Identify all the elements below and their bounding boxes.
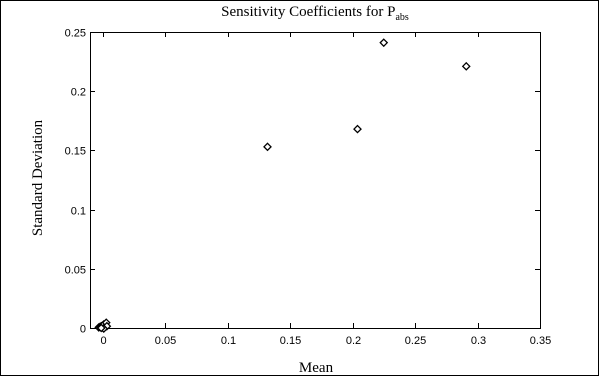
data-point (96, 323, 106, 333)
data-point (263, 142, 272, 152)
x-tick-label: 0.2 (346, 335, 361, 347)
plot-area (90, 32, 541, 329)
x-tick-label: 0.05 (155, 335, 176, 347)
data-point (379, 38, 389, 48)
x-tick-label: 0.3 (471, 335, 486, 347)
y-tick-label: 0.05 (65, 265, 86, 277)
y-tick-label: 0.2 (71, 87, 86, 99)
x-axis: 0 0.05 0.1 0.15 0.2 0.25 0.3 0.35 (100, 32, 551, 347)
x-tick-label: 0.25 (405, 335, 426, 347)
y-axis: 0 0.05 0.1 0.15 0.2 0.25 (65, 28, 540, 336)
chart-title: Sensitivity Coefficients for Pabs (221, 4, 409, 23)
x-tick-label: 0.15 (280, 335, 301, 347)
y-tick-label: 0.15 (65, 146, 86, 158)
chart-title-main: Sensitivity Coefficients for P (221, 4, 395, 20)
data-point (461, 61, 471, 71)
y-tick-label: 0 (80, 324, 86, 336)
data-point (353, 124, 362, 134)
x-tick-label: 0.35 (530, 335, 551, 347)
x-axis-label: Mean (299, 360, 334, 376)
x-tick-label: 0.1 (221, 335, 236, 347)
chart-title-subscript: abs (395, 12, 408, 23)
scatter-points (94, 38, 471, 334)
y-tick-label: 0.25 (65, 28, 86, 40)
x-tick-label: 0 (100, 335, 106, 347)
y-tick-label: 0.1 (71, 206, 86, 218)
y-axis-label: Standard Deviation (30, 119, 46, 236)
